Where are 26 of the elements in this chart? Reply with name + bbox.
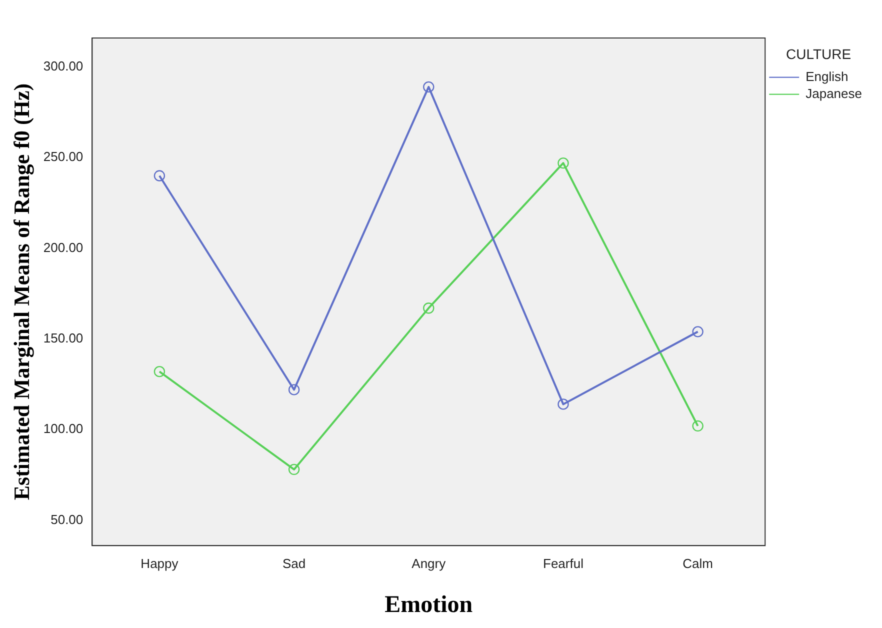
legend-title: CULTURE bbox=[786, 46, 852, 62]
x-tick-label: Calm bbox=[682, 556, 713, 571]
y-tick-label: 200.00 bbox=[43, 240, 84, 255]
point bbox=[692, 326, 704, 338]
point bbox=[558, 157, 569, 169]
x-axis-title: Emotion bbox=[384, 592, 473, 618]
y-tick-label: 250.00 bbox=[43, 149, 84, 164]
x-tick-label: Happy bbox=[140, 556, 179, 571]
y-axis-title: Estimated Marginal Means of Range f0 (Hz) bbox=[8, 83, 34, 500]
y-tick-label: 300.00 bbox=[43, 58, 84, 74]
point bbox=[423, 302, 434, 314]
point bbox=[288, 384, 300, 396]
y-tick-label: 150.00 bbox=[43, 330, 84, 346]
y-tick-label: 100.00 bbox=[43, 421, 84, 436]
y-tick-label: 50.00 bbox=[50, 512, 84, 527]
point bbox=[154, 366, 166, 378]
point bbox=[423, 81, 434, 93]
point bbox=[288, 464, 300, 476]
legend-label: English bbox=[806, 68, 848, 84]
point bbox=[558, 398, 569, 410]
point bbox=[692, 420, 704, 432]
x-tick-label: Sad bbox=[282, 556, 306, 571]
x-tick-label: Angry bbox=[412, 556, 446, 571]
legend-label: Japanese bbox=[806, 86, 862, 101]
x-tick-label: Fearful bbox=[543, 556, 584, 571]
point bbox=[154, 170, 166, 182]
